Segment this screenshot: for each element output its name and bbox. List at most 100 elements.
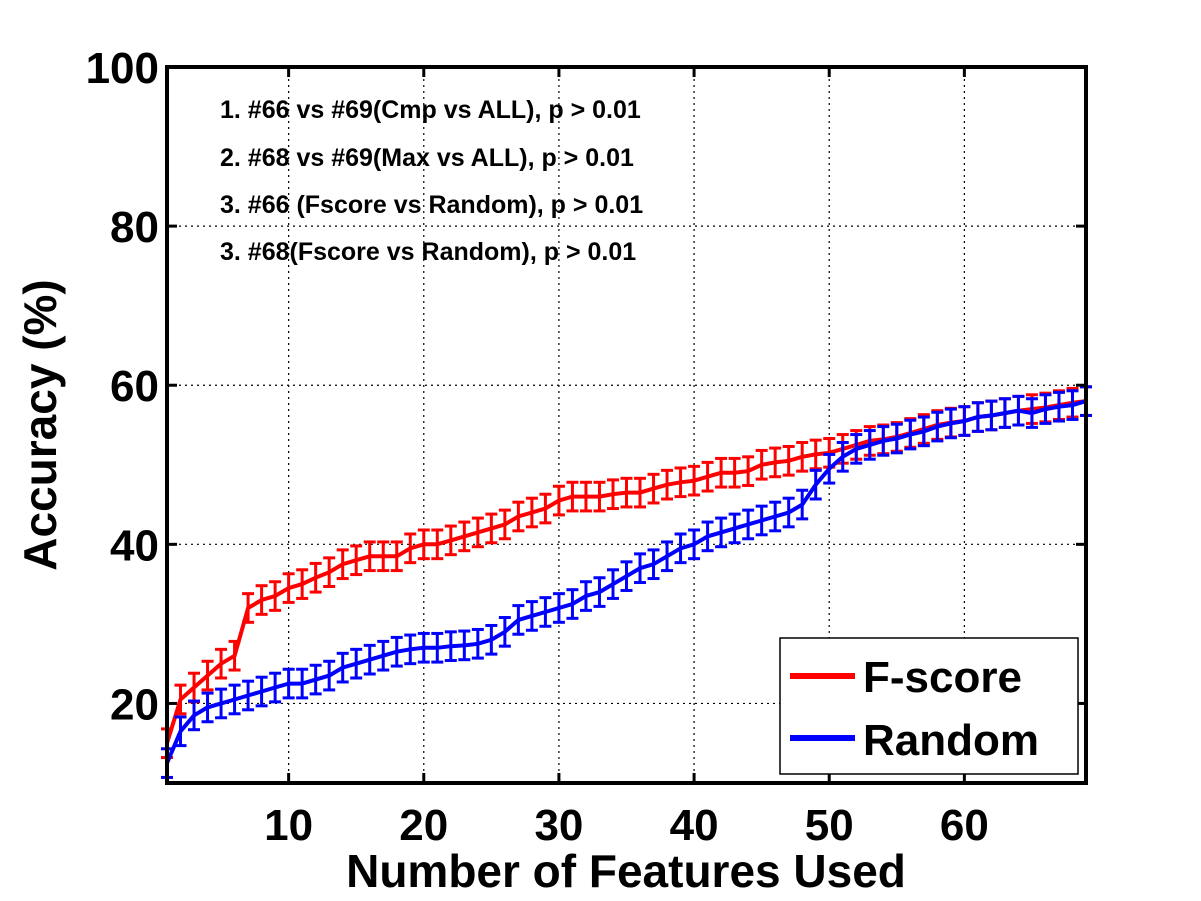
annotation-1: 1. #66 vs #69(Cmp vs ALL), p > 0.01 xyxy=(220,96,641,124)
error-bar-random xyxy=(809,468,822,501)
error-bar-f-score xyxy=(809,438,822,471)
error-bar-f-score xyxy=(742,455,755,487)
error-bar-random xyxy=(363,643,376,676)
error-bar-f-score xyxy=(634,476,647,509)
error-bar-f-score xyxy=(228,639,241,672)
error-bar-random xyxy=(282,667,295,700)
error-bar-f-score xyxy=(525,496,538,529)
error-bar-random xyxy=(958,405,971,437)
error-bar-random xyxy=(1012,394,1025,427)
error-bar-random xyxy=(985,399,998,432)
error-bar-f-score xyxy=(404,532,417,565)
error-bar-f-score xyxy=(715,456,728,489)
error-bar-random xyxy=(593,576,606,608)
error-bar-f-score xyxy=(552,484,565,517)
error-bar-f-score xyxy=(606,478,619,511)
error-bar-f-score xyxy=(282,572,295,604)
error-bar-f-score xyxy=(539,492,552,525)
error-bar-random xyxy=(201,691,214,724)
error-bar-random xyxy=(579,580,592,612)
error-bar-f-score xyxy=(755,448,768,481)
legend-label-fscore: F-score xyxy=(863,653,1022,702)
error-bar-random xyxy=(174,715,187,748)
x-axis-label: Number of Features Used xyxy=(346,845,906,897)
error-bar-f-score xyxy=(620,476,633,509)
error-bar-random xyxy=(390,635,403,668)
legend-box xyxy=(779,637,1079,775)
error-bar-f-score xyxy=(701,460,714,493)
error-bar-random xyxy=(769,500,782,533)
error-bar-random xyxy=(417,631,430,664)
error-bar-f-score xyxy=(377,540,390,573)
error-bar-f-score xyxy=(417,528,430,561)
error-bar-f-score xyxy=(471,516,484,549)
error-bar-f-score xyxy=(350,544,363,577)
error-bar-random xyxy=(552,592,565,624)
error-bar-random xyxy=(188,699,201,732)
error-bar-random xyxy=(296,667,309,700)
x-tick-label: 50 xyxy=(805,801,854,850)
error-bar-f-score xyxy=(269,580,282,612)
error-bar-random xyxy=(1025,397,1038,429)
error-bar-random xyxy=(458,629,471,662)
error-bar-f-score xyxy=(444,524,457,557)
error-bar-random xyxy=(1066,389,1079,421)
error-bar-f-score xyxy=(296,568,309,600)
tick-labels: 10 20 30 40 50 60 20 40 60 80 100 xyxy=(86,44,989,850)
x-tick-label: 20 xyxy=(399,801,448,850)
error-bar-random xyxy=(701,520,714,553)
x-tick-label: 60 xyxy=(940,801,989,850)
annotation-2: 2. #68 vs #69(Max vs ALL), p > 0.01 xyxy=(220,144,634,172)
error-bar-f-score xyxy=(242,592,255,624)
error-bar-f-score xyxy=(782,444,795,477)
error-bar-random xyxy=(485,623,498,656)
error-bar-random xyxy=(796,488,809,521)
error-bar-f-score xyxy=(769,446,782,479)
annotations: 1. #66 vs #69(Cmp vs ALL), p > 0.01 2. #… xyxy=(220,96,643,266)
legend-label-random: Random xyxy=(863,716,1039,765)
error-bar-f-score xyxy=(458,520,471,553)
x-tick-label: 10 xyxy=(264,801,313,850)
error-bar-random xyxy=(931,410,944,443)
error-bar-f-score xyxy=(579,480,592,513)
error-bar-random xyxy=(755,504,768,537)
error-bar-f-score xyxy=(255,584,268,616)
y-tick-label: 40 xyxy=(110,521,159,570)
error-bar-random xyxy=(228,683,241,716)
plot-frame xyxy=(165,65,1088,785)
error-bar-random xyxy=(498,616,511,648)
error-bar-f-score xyxy=(215,647,228,680)
x-tick-label: 40 xyxy=(670,801,719,850)
legend: F-score Random xyxy=(779,637,1079,775)
error-bar-random xyxy=(742,508,755,541)
error-bar-f-score xyxy=(796,441,809,473)
y-tick-label: 80 xyxy=(110,203,159,252)
error-bar-random xyxy=(255,675,268,708)
error-bar-random xyxy=(323,659,336,692)
error-bar-f-score xyxy=(728,456,741,489)
error-bar-f-score xyxy=(323,556,336,588)
error-bar-random xyxy=(620,560,633,592)
error-bar-random xyxy=(998,397,1011,429)
error-bar-f-score xyxy=(390,540,403,573)
error-bar-random xyxy=(404,633,417,666)
error-bar-f-score xyxy=(201,659,214,692)
error-bar-random xyxy=(674,532,687,565)
error-bar-random xyxy=(269,671,282,704)
error-bar-random xyxy=(471,627,484,660)
error-bar-f-score xyxy=(174,683,187,716)
error-bar-f-score xyxy=(593,480,606,513)
error-bar-random xyxy=(525,600,538,632)
error-bar-random xyxy=(1052,390,1065,423)
error-bar-f-score xyxy=(688,464,701,497)
error-bar-random xyxy=(850,433,863,465)
error-bar-random xyxy=(336,651,349,684)
error-bar-random xyxy=(971,401,984,433)
axis-ticks xyxy=(167,65,1086,783)
error-bar-random xyxy=(634,552,647,585)
error-bar-f-score xyxy=(498,508,511,541)
error-bar-random xyxy=(944,407,957,440)
error-bar-random xyxy=(539,596,552,628)
error-bar-random xyxy=(836,441,849,473)
